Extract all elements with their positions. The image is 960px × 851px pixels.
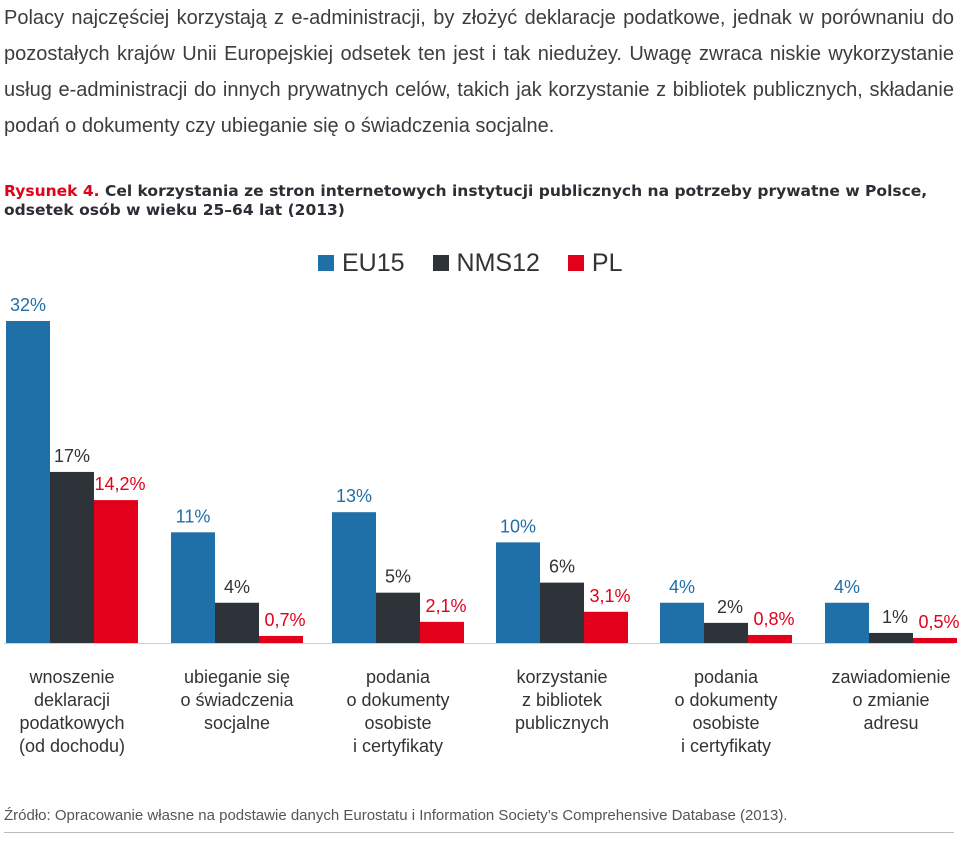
category-label-line: o dokumenty bbox=[674, 690, 778, 710]
data-label-nms12-4: 2% bbox=[717, 597, 743, 617]
figure-caption: Rysunek 4. Cel korzystania ze stron inte… bbox=[4, 182, 954, 220]
category-label-line: o zmianie bbox=[852, 690, 930, 710]
bar-eu15-4 bbox=[660, 602, 704, 643]
source-note: Źródło: Opracowanie własne na podstawie … bbox=[4, 807, 954, 833]
bar-eu15-3 bbox=[496, 542, 540, 643]
chart-legend: EU15 NMS12 PL bbox=[318, 248, 651, 278]
bar-eu15-0 bbox=[6, 321, 50, 643]
chart-baseline bbox=[4, 643, 954, 644]
data-label-pl-5: 0,5% bbox=[918, 612, 959, 632]
legend-swatch bbox=[318, 255, 334, 271]
category-label-line: wnoszenie bbox=[29, 667, 115, 687]
category-label-line: adresu bbox=[863, 713, 919, 733]
category-label-line: i certyfikaty bbox=[352, 736, 444, 756]
legend-swatch bbox=[567, 255, 584, 271]
legend-label: EU15 bbox=[342, 248, 405, 277]
data-label-eu15-1: 11% bbox=[176, 506, 211, 526]
data-label-pl-2: 2,1% bbox=[425, 596, 466, 616]
category-label-line: o dokumenty bbox=[346, 690, 450, 710]
category-label-line: socjalne bbox=[203, 713, 271, 733]
data-label-eu15-0: 32% bbox=[10, 295, 46, 315]
data-label-nms12-1: 4% bbox=[224, 577, 250, 597]
intro-paragraph: Polacy najczęściej korzystają z e-admini… bbox=[4, 0, 954, 144]
legend-item-nms12: NMS12 bbox=[432, 248, 540, 278]
bar-nms12-2 bbox=[376, 592, 420, 643]
bar-eu15-5 bbox=[825, 602, 869, 643]
data-label-pl-3: 3,1% bbox=[589, 586, 630, 606]
category-label-2: podania o dokumenty osobiste i certyfikaty bbox=[318, 666, 478, 758]
data-label-nms12-2: 5% bbox=[385, 567, 411, 587]
category-label-4: podania o dokumenty osobiste i certyfikaty bbox=[646, 666, 806, 758]
data-label-eu15-2: 13% bbox=[336, 486, 372, 506]
bar-nms12-3 bbox=[540, 582, 584, 643]
bar-nms12-4 bbox=[704, 622, 748, 643]
category-label-line: podania bbox=[693, 667, 759, 687]
bar-pl-2 bbox=[420, 621, 464, 643]
figure-label: Rysunek 4. bbox=[4, 182, 100, 200]
bar-nms12-1 bbox=[215, 602, 259, 643]
data-label-eu15-3: 10% bbox=[500, 516, 536, 536]
category-label-line: osobiste bbox=[692, 713, 760, 733]
category-label-line: i certyfikaty bbox=[680, 736, 772, 756]
data-label-nms12-5: 1% bbox=[882, 607, 908, 627]
data-label-eu15-4: 4% bbox=[669, 577, 695, 597]
legend-item-eu15: EU15 bbox=[318, 249, 405, 278]
category-label-0: wnoszenie deklaracji podatkowych (od dochod… bbox=[0, 666, 152, 758]
data-label-pl-4: 0,8% bbox=[753, 609, 794, 629]
category-label-line: zawiadomienie bbox=[831, 667, 951, 687]
bar-pl-1 bbox=[259, 635, 303, 643]
legend-swatch bbox=[432, 255, 449, 271]
bar-pl-4 bbox=[748, 634, 792, 643]
legend-label: NMS12 bbox=[456, 248, 540, 277]
category-label-line: ubieganie się bbox=[183, 667, 291, 687]
bar-nms12-5 bbox=[869, 632, 913, 643]
category-label-line: z bibliotek bbox=[521, 690, 603, 710]
category-label-5: zawiadomienie o zmianie adresu bbox=[811, 666, 960, 735]
bar-pl-0 bbox=[94, 500, 138, 643]
bar-pl-5 bbox=[913, 637, 957, 643]
intro-text: Polacy najczęściej korzystają z e-admini… bbox=[4, 7, 954, 137]
data-label-pl-1: 0,7% bbox=[264, 610, 305, 630]
category-label-line: deklaracji bbox=[33, 690, 111, 710]
category-label-line: publicznych bbox=[514, 713, 610, 733]
bar-nms12-0 bbox=[50, 471, 94, 643]
category-label-3: korzystanie z bibliotek publicznych bbox=[482, 666, 642, 735]
figure-caption-text: Cel korzystania ze stron internetowych i… bbox=[4, 182, 928, 219]
legend-label: PL bbox=[591, 248, 623, 277]
data-label-nms12-0: 17% bbox=[54, 446, 90, 466]
bar-eu15-1 bbox=[171, 532, 215, 643]
data-label-eu15-5: 4% bbox=[834, 577, 860, 597]
legend-item-pl: PL bbox=[567, 248, 623, 278]
category-label-line: o świadczenia bbox=[180, 690, 294, 710]
category-label-line: osobiste bbox=[364, 713, 432, 733]
data-label-pl-0: 14,2% bbox=[94, 474, 145, 494]
bar-pl-3 bbox=[584, 611, 628, 643]
category-label-line: korzystanie bbox=[516, 667, 608, 687]
category-label-1: ubieganie się o świadczenia socjalne bbox=[157, 666, 317, 735]
data-label-nms12-3: 6% bbox=[549, 557, 575, 577]
category-label-line: podatkowych bbox=[19, 713, 125, 733]
category-label-line: (od dochodu) bbox=[18, 736, 126, 756]
bar-eu15-2 bbox=[332, 512, 376, 643]
category-label-line: podania bbox=[365, 667, 431, 687]
